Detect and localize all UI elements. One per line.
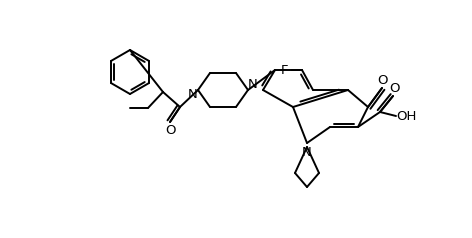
Text: N: N: [302, 147, 312, 159]
Text: OH: OH: [396, 109, 416, 123]
Text: F: F: [280, 64, 288, 76]
Text: O: O: [378, 74, 388, 86]
Text: O: O: [389, 81, 399, 94]
Text: N: N: [188, 89, 198, 101]
Text: N: N: [248, 79, 258, 91]
Text: O: O: [165, 124, 175, 137]
